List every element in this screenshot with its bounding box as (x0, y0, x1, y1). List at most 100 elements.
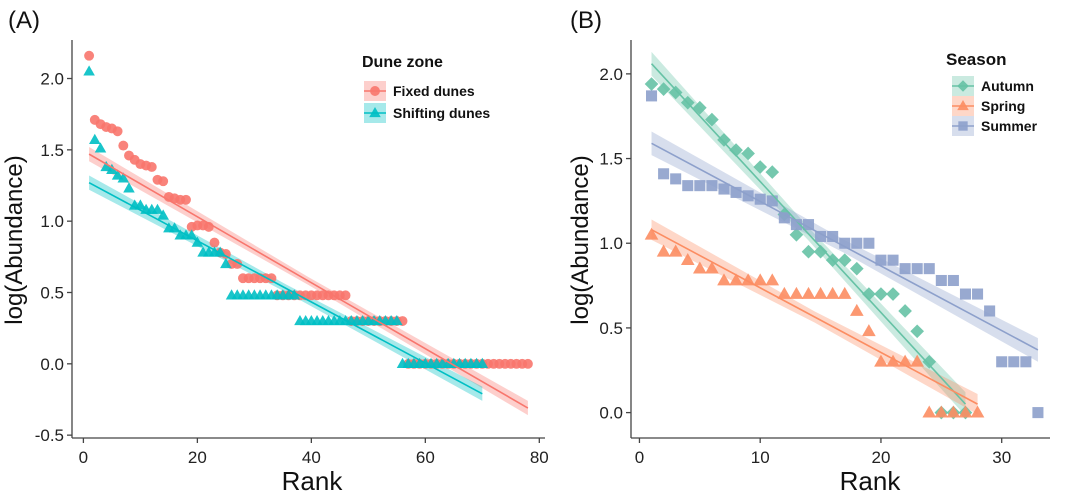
data-point (146, 162, 157, 172)
data-point (777, 286, 792, 299)
data-point (813, 286, 828, 299)
legend-label: Autumn (981, 78, 1034, 94)
regression-line (88, 153, 529, 409)
data-point (89, 133, 101, 144)
regression-line (88, 181, 483, 395)
data-point (693, 261, 707, 274)
data-point (1020, 356, 1032, 368)
legend-key-marker (958, 121, 968, 131)
y-tick-label: 1.5 (599, 150, 623, 169)
data-point (391, 314, 403, 326)
data-point (958, 405, 973, 418)
x-tick-label: 0 (79, 448, 88, 467)
data-point (706, 180, 718, 192)
legend: Dune zone Fixed dunes Shifting dunes (362, 54, 490, 123)
data-point (886, 354, 900, 367)
series-spring (644, 227, 985, 418)
y-tick-label: 1.5 (40, 141, 64, 160)
data-point (656, 82, 671, 96)
x-tick-label: 30 (992, 448, 1011, 467)
data-point (158, 176, 169, 187)
data-point (886, 287, 900, 301)
data-point (972, 288, 984, 300)
data-point (705, 112, 719, 127)
legend-label: Shifting dunes (393, 105, 490, 121)
regression-line (650, 63, 967, 405)
data-point (849, 303, 864, 316)
data-point (910, 354, 925, 367)
data-point (825, 286, 840, 299)
regression-line (651, 228, 978, 405)
data-point (766, 195, 778, 207)
x-tick-label: 20 (188, 448, 207, 467)
data-point (863, 237, 875, 249)
data-point (717, 273, 731, 286)
data-point (970, 405, 985, 418)
data-point (789, 227, 804, 242)
data-point (790, 219, 802, 231)
data-point (862, 324, 876, 337)
y-tick-label: 0.0 (599, 404, 623, 423)
series-summer (646, 90, 1044, 419)
data-point (837, 286, 852, 299)
data-point (910, 324, 925, 339)
data-point (718, 183, 730, 195)
data-point (849, 261, 864, 276)
y-tick-label: 1.0 (40, 212, 64, 231)
data-point (340, 290, 351, 301)
data-point (112, 126, 123, 137)
data-point (922, 405, 937, 418)
data-point (693, 100, 707, 115)
x-tick-label: 20 (871, 448, 890, 467)
legend-key-marker (957, 80, 969, 92)
y-tick-label: 2.0 (40, 70, 64, 89)
panel-label: (B) (570, 7, 602, 34)
data-point (837, 253, 852, 267)
data-point (959, 288, 972, 300)
data-point (874, 287, 888, 301)
data-point (670, 173, 682, 185)
series-autumn (644, 77, 973, 420)
legend-title: Dune zone (362, 54, 443, 71)
data-point (778, 212, 790, 224)
data-point (887, 254, 899, 266)
data-point (694, 180, 706, 192)
data-point (802, 219, 815, 231)
data-point (84, 50, 95, 61)
data-point (789, 286, 804, 299)
data-point (899, 263, 911, 275)
data-point (898, 304, 912, 318)
data-point (801, 286, 816, 299)
data-point (118, 140, 129, 151)
data-point (220, 257, 232, 269)
data-point (984, 305, 996, 317)
data-point (266, 273, 277, 284)
legend-key-marker (957, 99, 969, 111)
data-point (134, 199, 147, 210)
data-point (157, 209, 169, 220)
data-point (94, 142, 107, 153)
data-point (522, 358, 533, 369)
data-point (111, 169, 124, 180)
panel-label: (A) (8, 7, 40, 34)
panel-a: (A) 0 20 40 60 80 -0.5 0.0 0.5 1.0 1.5 2.0 Rank log(A… (1, 7, 549, 496)
data-point (754, 193, 766, 205)
data-point (117, 172, 130, 183)
data-point (874, 354, 888, 367)
data-point (717, 133, 731, 147)
data-point (646, 90, 658, 102)
legend-label: Spring (981, 98, 1025, 114)
data-point (100, 160, 112, 172)
data-point (1008, 356, 1020, 368)
data-point (729, 273, 743, 286)
y-axis-title: log(Abundance) (1, 155, 28, 324)
legend-label: Summer (981, 118, 1038, 134)
data-point (839, 237, 851, 249)
data-point (644, 227, 659, 240)
data-point (922, 354, 937, 369)
data-point (813, 244, 828, 259)
data-point (181, 194, 191, 205)
data-point (947, 274, 959, 287)
data-point (753, 160, 768, 174)
data-point (862, 287, 876, 301)
